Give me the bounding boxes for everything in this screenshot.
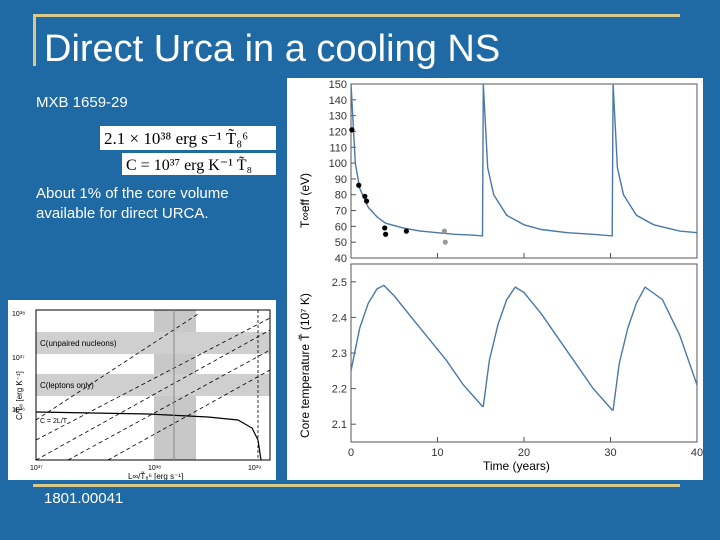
leptons-band [36,374,270,396]
slide-title: Direct Urca in a cooling NS [44,28,501,70]
y-tick-label: 2.1 [332,419,347,431]
left-ylabel: C/T̃₈ [erg K⁻¹] [15,371,24,420]
left-xtick-2: 10³⁹ [248,465,261,472]
left-xlabel: L∞/T̃₈⁶ [erg s⁻¹] [128,472,183,480]
left-xtick-0: 10³⁷ [30,465,43,472]
y-tick-label: 50 [335,237,347,249]
left-ytick-low: 10³⁶ [12,407,25,414]
left-ytick-mid: 10³⁷ [12,355,25,362]
observation-point [441,228,448,234]
observation-point [403,228,409,234]
title-accent-bar [33,14,36,66]
x-tick-label: 10 [431,447,443,459]
dashed-line-2 [35,317,271,441]
x-tick-label: 40 [691,447,703,459]
observation-point [363,198,370,204]
dashed-line-4 [107,369,271,461]
observation-point [349,127,355,133]
y-tick-label: 140 [329,95,347,107]
y-tick-label: 90 [335,174,347,186]
source-name: MXB 1659-29 [36,94,128,111]
leptons-label: C(leptons only) [40,381,94,390]
luminosity-equation: 2.1 × 10³⁸ erg s⁻¹ T̃₈⁶ [100,126,276,150]
left-xtick-1: 10³⁸ [148,465,161,472]
x-tick-label: 20 [518,447,530,459]
heat-capacity-figure: C(unpaired nucleons) C(leptons only) C =… [8,300,276,480]
dashed-line-1 [35,329,271,461]
y-tick-label: 70 [335,206,347,218]
y-tick-label: 150 [329,79,347,91]
y-tick-label: 100 [329,158,347,170]
observation-point [442,239,448,245]
bottom-panel: 2.5 2.4 2.3 2.2 2.1 0 10 20 30 40 [332,263,703,459]
core-volume-note: About 1% of the core volume available fo… [36,185,229,222]
title-accent-line [33,14,680,17]
y-tick-label: 120 [329,126,347,138]
top-panel: 150 140 130 120 110 100 90 80 70 60 50 40 [329,79,698,265]
left-plot-frame [35,309,271,461]
reference-id: 1801.00041 [44,490,124,507]
y-tick-label: 80 [335,190,347,202]
y-tick-label: 40 [335,253,347,265]
heat-capacity-equation-text: C = 10³⁷ erg K⁻¹ T̃₈ [126,156,252,174]
observation-point [356,182,362,188]
xlabel: Time (years) [483,459,550,473]
y-tick-label: 60 [335,221,347,233]
y-tick-label: 2.2 [332,384,347,396]
y-tick-label: 2.5 [332,277,347,289]
core-temperature-curve [350,284,698,411]
teff-cooling-curve [350,83,698,237]
top-ylabel: T∞eff (eV) [298,173,312,228]
bottom-accent-line [33,484,680,487]
x-tick-label: 30 [604,447,616,459]
observation-point [383,231,389,237]
observation-point [382,225,388,231]
unpaired-label: C(unpaired nucleons) [40,339,117,348]
y-tick-label: 130 [329,111,347,123]
bottom-ylabel: Core temperature T̃ (10⁷ K) [297,293,312,438]
luminosity-equation-text: 2.1 × 10³⁸ erg s⁻¹ T̃₈⁶ [104,129,248,148]
observation-point [362,193,368,199]
y-tick-label: 2.3 [332,348,347,360]
cooling-curve-figure: 150 140 130 120 110 100 90 80 70 60 50 40 2.5 2.4 2.3… [287,78,703,480]
left-ytick-top: 10³⁸ [12,311,25,318]
heat-capacity-equation: C = 10³⁷ erg K⁻¹ T̃₈ [122,153,276,175]
x-tick-label: 0 [348,447,354,459]
y-tick-label: 110 [329,142,347,154]
y-tick-label: 2.4 [332,312,347,324]
dashed-line-5 [35,313,199,421]
dashed-line-3 [67,349,271,461]
c-equation-label: C = 2L/T [40,418,68,425]
